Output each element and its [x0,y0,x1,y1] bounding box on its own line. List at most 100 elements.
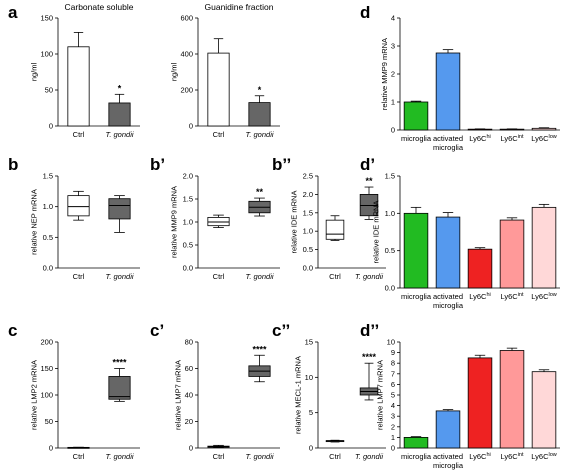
category-label: microglia [433,143,464,152]
bar [531,371,557,449]
y-tick-label: 0.0 [183,264,193,273]
bar [435,410,461,449]
bar [67,46,90,127]
panel-label: a [8,3,18,22]
y-axis-label: ng/ml [29,62,38,81]
category-label: Ly6Cint [500,134,524,143]
significance-marker: **** [252,344,267,354]
bar [207,52,230,127]
y-tick-label: 4 [391,401,395,410]
y-tick-label: 100 [40,391,53,400]
y-axis-label: relative MECL-1 mRNA [294,356,303,434]
y-tick-label: 0.5 [303,245,313,254]
chart-panel-a1: a Carbonate soluble 0 50 100 150 ng/ml Ctrl * T. … [8,2,140,139]
y-axis-label: relative IDE mRNA [289,191,298,254]
chart-title: Carbonate soluble [65,2,134,12]
panel-label: c [8,321,17,340]
y-tick-label: 150 [40,364,53,373]
y-tick-label: 3 [391,42,395,51]
category-label: Ctrl [73,452,85,461]
y-tick-label: 200 [180,86,193,95]
bar [467,248,493,289]
box [325,219,345,240]
bar [108,102,131,127]
panel-label: d’ [360,155,375,174]
category-label: microglia [401,452,432,461]
panel-label: d [360,3,370,22]
y-tick-label: 1.0 [385,209,395,218]
chart-panel-a2: Guanidine fraction 0 200 400 600 ng/ml Ctrl * T.… [169,2,280,139]
y-tick-label: 0 [391,126,395,135]
bar [531,206,557,289]
y-tick-label: 0 [189,122,193,131]
y-tick-label: 400 [180,50,193,59]
y-tick-label: 1 [391,433,395,442]
category-label: Ctrl [73,130,85,139]
y-tick-label: 1.0 [183,218,193,227]
y-tick-label: 4 [391,14,395,23]
y-tick-label: 0.0 [43,264,53,273]
y-tick-label: 1 [391,98,395,107]
panel-label: b’’ [272,155,291,174]
significance-marker: ** [365,176,373,186]
category-label: T. gondii [105,452,133,461]
y-tick-label: 15 [305,338,313,347]
y-axis-label: ng/ml [169,62,178,81]
category-label: Ly6Chi [469,452,491,461]
y-tick-label: 0.5 [385,246,395,255]
chart-panel-b1: b’ 0.0 0.5 1.0 1.5 2.0 relative MMP9 mRNA Ctrl *… [150,155,280,281]
significance-marker: ** [256,187,264,197]
category-label: Ly6Clow [531,452,557,461]
chart-panel-d: d 0 1 2 3 4 relative MMP9 mRNA microglia activat… [360,3,560,152]
y-tick-label: 20 [185,417,193,426]
category-label: Ctrl [329,272,341,281]
category-label: activated [433,134,463,143]
category-label: Ly6Chi [469,134,491,143]
y-tick-label: 40 [185,391,193,400]
category-label: Ctrl [213,130,225,139]
chart-panel-b: b 0.0 0.5 1.0 1.5 relative NEP mRNA Ctrl T. gon… [8,155,140,281]
y-tick-label: 80 [185,338,193,347]
category-label: microglia [401,134,432,143]
y-tick-label: 150 [40,14,53,23]
category-label: Ly6Clow [531,292,557,301]
y-axis-label: relative LMP2 mRNA [29,360,38,430]
category-label: T. gondii [105,130,133,139]
box [67,195,90,217]
bar [435,52,461,131]
bar [499,128,525,131]
y-axis-label: relative MMP9 mRNA [169,186,178,258]
y-tick-label: 0.5 [43,233,53,242]
y-tick-label: 2.0 [303,190,313,199]
y-tick-label: 2 [391,70,395,79]
significance-marker: **** [112,358,127,368]
significance-marker: * [258,85,262,95]
bar [403,101,429,131]
category-label: Ctrl [73,272,85,281]
y-tick-label: 0 [391,444,395,453]
y-axis-label: relative IDE mRNA [371,201,380,264]
chart-panel-d1: d’ 0.0 0.5 1.0 1.5 relative IDE mRNA microglia… [360,155,560,310]
category-label: T. gondii [355,452,383,461]
y-tick-label: 3 [391,412,395,421]
bar [531,127,557,131]
category-label: T. gondii [245,130,273,139]
y-axis-label: relative NEP mRNA [29,189,38,255]
y-tick-label: 0 [309,444,313,453]
chart-panel-d2: d’’ 0 1 23 45 6 78 910 relative LMP7 mRNA microgl… [360,321,560,470]
category-label: microglia [433,461,464,470]
y-tick-label: 8 [391,359,395,368]
bar [403,436,429,449]
y-axis-label: relative LMP7 mRNA [174,360,183,430]
y-tick-label: 2.5 [303,172,313,181]
y-tick-label: 200 [40,338,53,347]
panel-label: d’’ [360,321,379,340]
y-tick-label: 2.0 [183,172,193,181]
y-tick-label: 2 [391,422,395,431]
y-axis-label: relative LMP7 mRNA [376,360,385,430]
category-label: activated [433,292,463,301]
y-tick-label: 10 [305,373,313,382]
y-tick-label: 50 [45,86,53,95]
bar [403,212,429,289]
y-axis-label: relative MMP9 mRNA [380,38,389,110]
